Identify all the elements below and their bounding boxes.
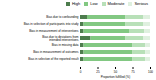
svg-text:Bias in measurement of outcome: Bias in measurement of outcomes — [33, 50, 79, 54]
svg-text:75: 75 — [131, 70, 135, 74]
html-text:High: High — [72, 1, 81, 6]
svg-text:Bias in selection of participa: Bias in selection of participants into s… — [24, 22, 79, 26]
svg-text:Proportion fulfilled (%): Proportion fulfilled (%) — [101, 75, 131, 79]
svg-text:Bias in measurement of interve: Bias in measurement of interventions — [29, 29, 79, 33]
html-text:Moderate: Moderate — [107, 1, 125, 6]
svg-text:Bias due to deviations fromint: Bias due to deviations fromintended inte… — [42, 35, 79, 42]
html-text:Serious: Serious — [134, 1, 148, 6]
svg-text:Bias due to confounding: Bias due to confounding — [46, 15, 79, 19]
html-text:Low: Low — [90, 1, 98, 6]
svg-text:100: 100 — [148, 70, 153, 74]
svg-text:25: 25 — [96, 70, 100, 74]
svg-text:Bias in missing data: Bias in missing data — [52, 43, 79, 47]
svg-text:50: 50 — [114, 70, 118, 74]
svg-text:Bias in selection of the repor: Bias in selection of the reported result — [28, 57, 78, 61]
svg-text:0: 0 — [80, 70, 82, 74]
